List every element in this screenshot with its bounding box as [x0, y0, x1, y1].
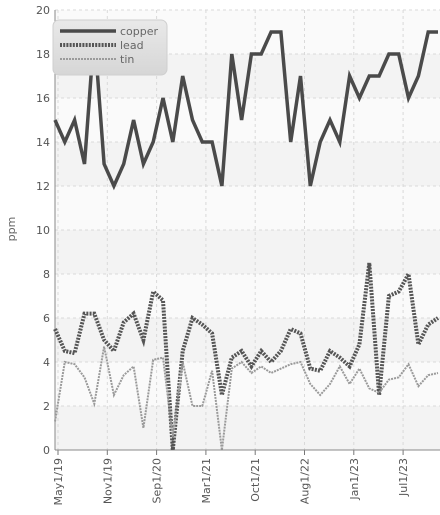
legend-box — [52, 19, 168, 76]
x-tick-labels: May1/19 Nov1/19 Sep1/20 Mar1/21 Oct1/21 Aug1/… — [52, 458, 410, 505]
y-tick-label: 4 — [43, 356, 50, 369]
x-tick-label: Nov1/19 — [101, 458, 114, 504]
y-tick-label: 12 — [36, 180, 50, 193]
y-tick-label: 6 — [43, 312, 50, 325]
x-tick-label: Mar1/21 — [200, 458, 213, 503]
series-lines — [53, 30, 440, 451]
grid-band — [55, 406, 440, 450]
x-tick-label: May1/19 — [52, 458, 65, 505]
grid-band — [55, 274, 440, 318]
y-axis-label: ppm — [5, 217, 18, 242]
y-tick-label: 20 — [36, 4, 50, 17]
x-tick-label: Jan1/23 — [348, 458, 361, 501]
x-tick-label: Oct1/21 — [249, 458, 262, 502]
x-tick-label: Sep1/20 — [151, 458, 164, 503]
grid-band — [55, 98, 440, 142]
axes — [54, 10, 440, 451]
legend-label-lead: lead — [120, 39, 144, 52]
x-tick-label: Jul1/23 — [397, 458, 410, 497]
legend-label-copper: copper — [120, 25, 159, 38]
x-tick-label: Aug1/22 — [299, 458, 312, 504]
plot-background-bands — [55, 10, 440, 450]
y-tick-label: 10 — [36, 224, 50, 237]
grid-band — [55, 186, 440, 230]
grid-band — [55, 142, 440, 186]
y-tick-labels: 0 2 4 6 8 10 12 14 16 18 20 — [36, 4, 50, 457]
legend-label-tin: tin — [120, 53, 134, 66]
series-line-lead — [53, 262, 440, 451]
y-tick-label: 8 — [43, 268, 50, 281]
grid-band — [55, 230, 440, 274]
y-tick-label: 2 — [43, 400, 50, 413]
series-line-copper — [53, 30, 438, 191]
y-tick-label: 16 — [36, 92, 50, 105]
y-tick-label: 18 — [36, 48, 50, 61]
y-tick-label: 0 — [43, 444, 50, 457]
series-line-tin — [54, 346, 439, 451]
y-tick-label: 14 — [36, 136, 50, 149]
